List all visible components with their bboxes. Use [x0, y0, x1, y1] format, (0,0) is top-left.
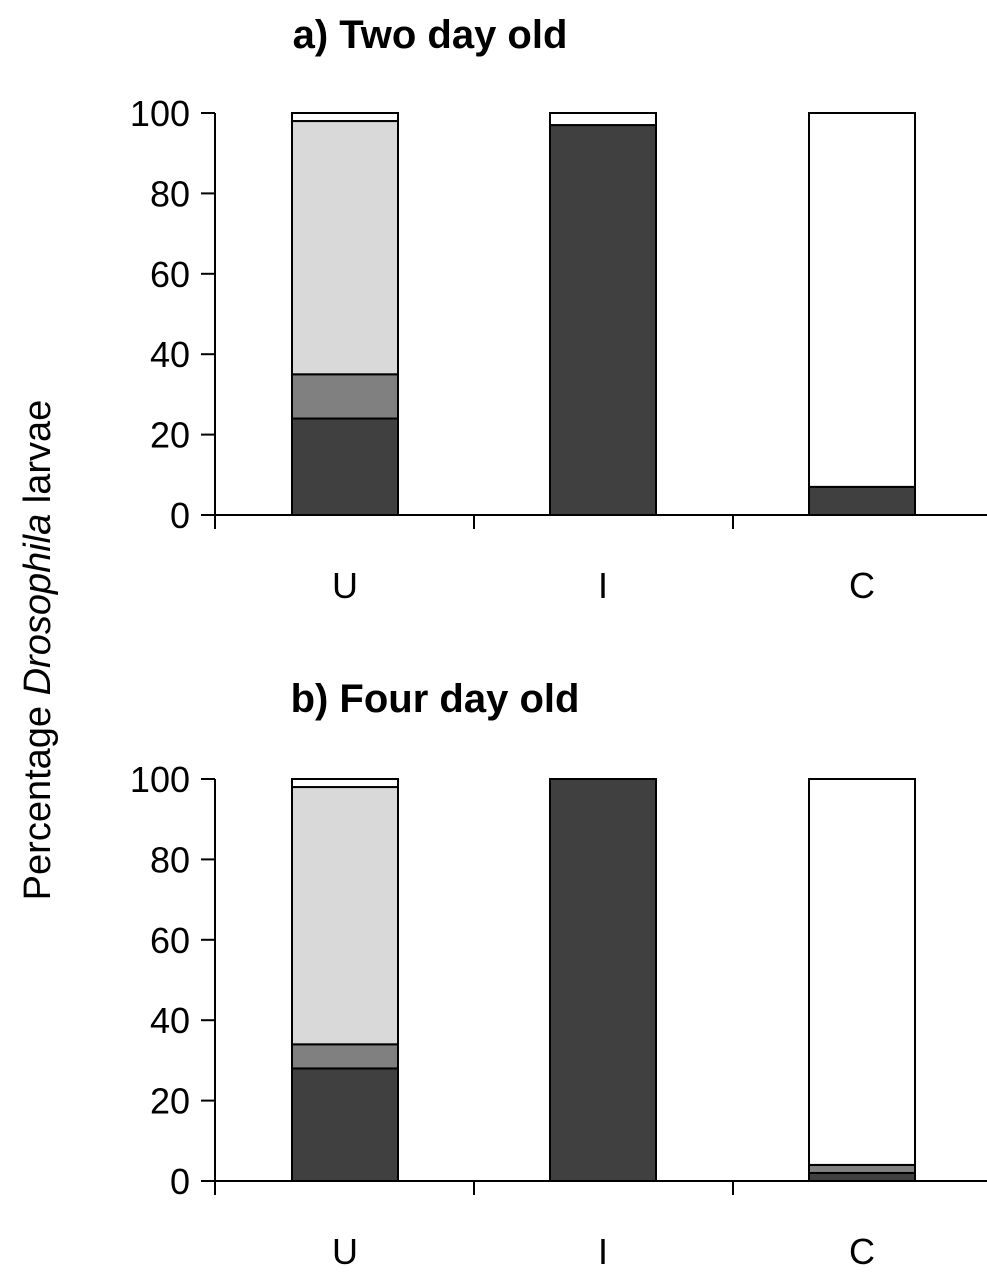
x-category-label: U [332, 1231, 358, 1272]
chart-title: b) Four day old [291, 677, 580, 721]
bar-segment-u-3 [291, 112, 399, 123]
bar-segment-u-1 [291, 373, 399, 420]
bar-segment-u-1 [291, 1043, 399, 1070]
bar-segment-c-1 [808, 1163, 916, 1174]
bar-segment-c-0 [808, 1171, 916, 1182]
y-tick-label: 40 [150, 334, 190, 375]
y-axis-label-suffix: larvae [17, 400, 59, 514]
chart-title: a) Two day old [293, 13, 568, 57]
bar-segment-i-3 [549, 112, 657, 127]
bar-segment-u-0 [291, 417, 399, 516]
x-category-label: I [598, 565, 608, 606]
x-category-label: C [849, 565, 875, 606]
y-tick-label: 80 [150, 839, 190, 880]
bar-segment-u-0 [291, 1067, 399, 1182]
y-tick-label: 100 [130, 93, 190, 134]
y-tick-label: 20 [150, 415, 190, 456]
y-tick-label: 40 [150, 1000, 190, 1041]
bar-segment-c-3 [808, 778, 916, 1166]
panel-two-day-old: a) Two day old 0 20 40 60 80 100 U I C [130, 13, 987, 606]
bar-segment-c-0 [808, 485, 916, 516]
y-tick-label: 80 [150, 173, 190, 214]
bar-segment-u-3 [291, 778, 399, 789]
y-tick-label: 60 [150, 920, 190, 961]
y-tick-label: 100 [130, 759, 190, 800]
x-category-label: U [332, 565, 358, 606]
x-category-label: I [598, 1231, 608, 1272]
y-axis-label-italic: Drosophila [17, 514, 59, 696]
y-tick-label: 60 [150, 254, 190, 295]
y-tick-label: 0 [170, 495, 190, 536]
bar-segment-u-2 [291, 120, 399, 376]
y-tick-label: 20 [150, 1081, 190, 1122]
y-axis-label-prefix: Percentage [17, 695, 59, 900]
bar-segment-c-3 [808, 112, 916, 488]
panel-four-day-old: b) Four day old 0 20 40 60 80 100 U I C [130, 677, 987, 1272]
y-tick-label: 0 [170, 1161, 190, 1202]
y-axis-label: Percentage Drosophila larvae [17, 400, 59, 901]
bar-segment-i-0 [549, 778, 657, 1182]
bar-segment-i-0 [549, 124, 657, 516]
x-category-label: C [849, 1231, 875, 1272]
bar-segment-u-2 [291, 786, 399, 1046]
